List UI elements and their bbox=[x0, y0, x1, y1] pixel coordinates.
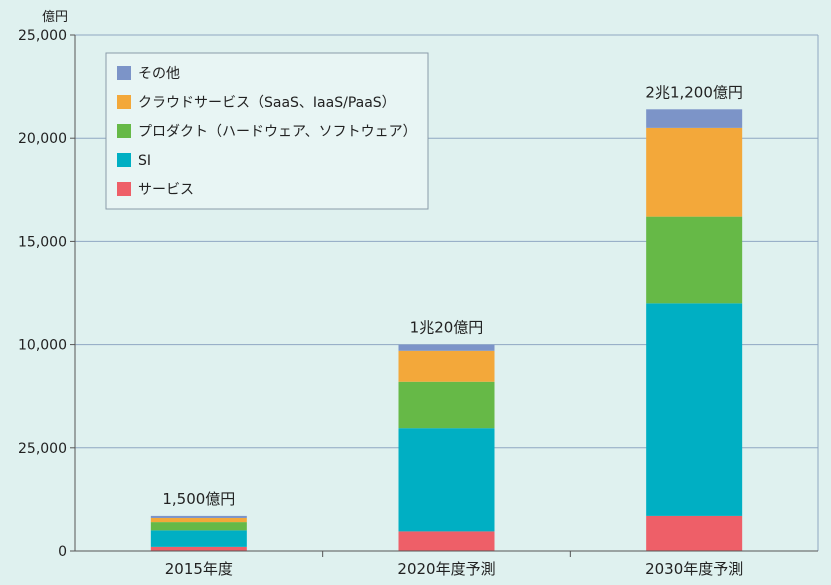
bar-segment bbox=[646, 516, 742, 551]
x-tick-label: 2015年度 bbox=[165, 560, 233, 578]
bar-segment bbox=[646, 128, 742, 217]
legend-swatch bbox=[117, 182, 131, 196]
y-tick-label: 15,000 bbox=[18, 234, 67, 250]
bar-segment bbox=[646, 303, 742, 516]
legend-label: その他 bbox=[138, 66, 180, 82]
y-tick-label: 0 bbox=[58, 544, 67, 560]
bar-total-label: 1兆20億円 bbox=[410, 319, 484, 337]
legend-label: クラウドサービス（SaaS、IaaS/PaaS） bbox=[138, 95, 396, 111]
bar-total-label: 2兆1,200億円 bbox=[645, 83, 743, 101]
bar-total-label: 1,500億円 bbox=[162, 490, 235, 508]
legend-label: SI bbox=[138, 153, 151, 169]
bar-segment bbox=[399, 345, 495, 351]
y-axis-unit-label: 億円 bbox=[42, 9, 68, 25]
bar-segment bbox=[151, 518, 247, 522]
bar-segment bbox=[151, 522, 247, 530]
bar-segment bbox=[399, 428, 495, 531]
bar-segment bbox=[399, 382, 495, 428]
bar-segment bbox=[646, 109, 742, 128]
legend-label: サービス bbox=[138, 182, 194, 198]
bar-segment bbox=[151, 547, 247, 551]
legend: その他クラウドサービス（SaaS、IaaS/PaaS） プロダクト（ハードウェア、… bbox=[106, 53, 428, 209]
bar-segment bbox=[399, 351, 495, 382]
bar-segment bbox=[646, 217, 742, 304]
y-tick-label: 20,000 bbox=[18, 131, 67, 147]
legend-swatch bbox=[117, 66, 131, 80]
bar-segment bbox=[151, 516, 247, 518]
legend-swatch bbox=[117, 95, 131, 109]
y-tick-label: 25,000 bbox=[18, 441, 67, 457]
legend-label: プロダクト（ハードウェア、ソフトウェア） bbox=[138, 124, 417, 140]
y-tick-label: 10,000 bbox=[18, 338, 67, 354]
x-tick-label: 2020年度予測 bbox=[397, 560, 495, 578]
legend-swatch bbox=[117, 124, 131, 138]
x-tick-label: 2030年度予測 bbox=[645, 560, 743, 578]
bar-segment bbox=[399, 531, 495, 551]
y-tick-label: 25,000 bbox=[18, 28, 67, 44]
legend-swatch bbox=[117, 153, 131, 167]
bar-segment bbox=[151, 530, 247, 547]
